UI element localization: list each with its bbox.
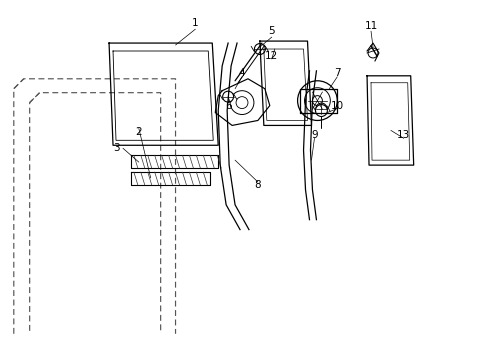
Circle shape (315, 103, 326, 114)
Text: 10: 10 (330, 100, 343, 111)
Text: 4: 4 (238, 68, 245, 78)
Text: 11: 11 (364, 21, 377, 31)
Circle shape (297, 81, 337, 121)
Text: 1: 1 (192, 18, 198, 28)
Text: 7: 7 (333, 68, 340, 78)
Circle shape (236, 96, 247, 109)
Text: 8: 8 (254, 180, 261, 190)
Circle shape (254, 44, 265, 54)
Circle shape (312, 96, 322, 105)
Text: 5: 5 (268, 26, 275, 36)
Circle shape (367, 48, 377, 58)
Text: 2: 2 (135, 127, 142, 138)
Text: 12: 12 (264, 51, 278, 61)
Circle shape (222, 91, 233, 102)
Circle shape (304, 88, 330, 113)
Text: 13: 13 (396, 130, 409, 140)
Circle shape (230, 91, 253, 114)
Text: 9: 9 (310, 130, 317, 140)
Text: 3: 3 (112, 143, 119, 153)
Circle shape (315, 105, 326, 117)
Text: 6: 6 (224, 100, 231, 111)
